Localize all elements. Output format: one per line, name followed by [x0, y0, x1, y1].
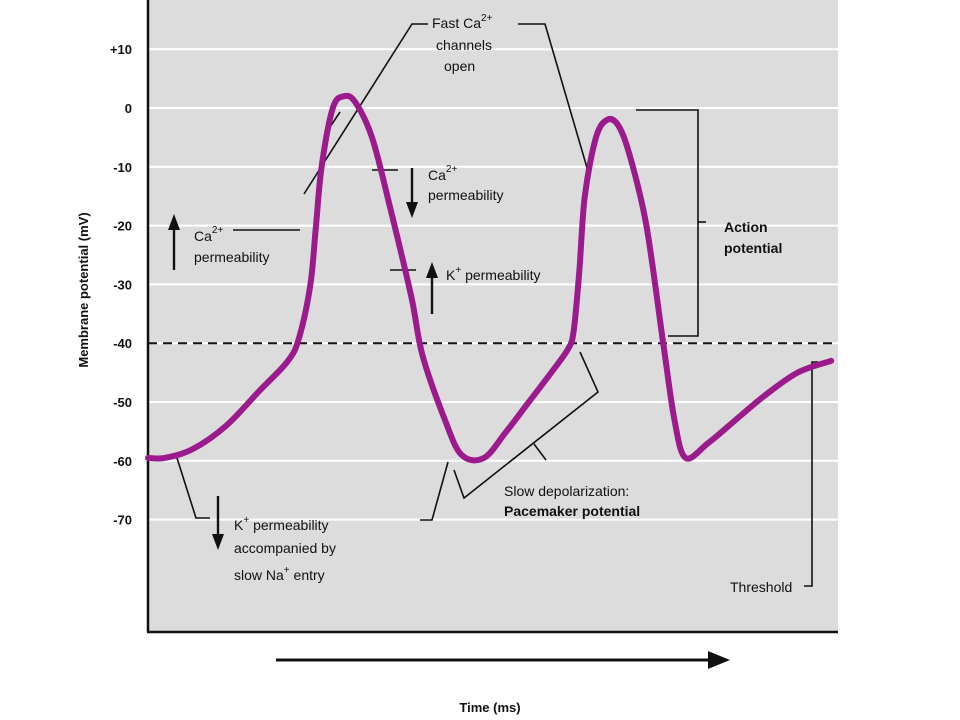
- plot-background: [148, 0, 838, 632]
- y-tick-label: +10: [110, 42, 132, 57]
- ca-down-label: Ca2+: [428, 164, 457, 183]
- y-tick-label: 0: [125, 101, 132, 116]
- k-down-label-3: slow Na+ entry: [234, 565, 325, 583]
- membrane-potential-trace: [145, 92, 835, 464]
- leader-lines: [176, 23, 818, 587]
- fast-ca-leader-left: [303, 23, 428, 195]
- action-potential-label: Action: [724, 219, 768, 235]
- ca-up-label: Ca2+: [194, 225, 223, 244]
- action-potential-bracket: [636, 109, 699, 337]
- k-down-leader: [176, 457, 210, 519]
- k-up-label: K+ permeability: [446, 265, 541, 283]
- y-tick-labels: +10 0 -10 -20 -30 -40 -50 -60 -70: [110, 42, 132, 527]
- k-down-label-2: accompanied by: [234, 540, 336, 556]
- y-tick-label: -40: [113, 336, 132, 351]
- y-tick-label: -20: [113, 219, 132, 234]
- y-tick-label: -70: [113, 513, 132, 528]
- y-tick-label: -60: [113, 454, 132, 469]
- fast-ca-leader-right: [518, 23, 591, 179]
- y-tick-label: -10: [113, 160, 132, 175]
- arrows: [168, 168, 730, 669]
- pacemaker-label: Pacemaker potential: [504, 503, 640, 519]
- fast-ca-label: Fast Ca2+: [432, 13, 493, 31]
- k-up-arrow-icon: [426, 262, 438, 278]
- x-axis-title: Time (ms): [459, 700, 520, 715]
- fast-ca-label-2: channels: [436, 37, 492, 53]
- time-arrow-icon: [708, 651, 730, 669]
- slow-depol-leader: [420, 461, 449, 521]
- slow-depol-label: Slow depolarization:: [504, 483, 629, 499]
- ca-up-label-2: permeability: [194, 249, 269, 265]
- ca-up-arrow-icon: [168, 214, 180, 230]
- action-potential-label-2: potential: [724, 240, 782, 256]
- k-down-label: K+ permeability: [234, 515, 329, 533]
- pacemaker-bracket: [453, 351, 599, 500]
- pacemaker-bracket-tick: [533, 443, 547, 461]
- y-tick-label: -50: [113, 395, 132, 410]
- fast-ca-label-3: open: [444, 58, 475, 74]
- ca-down-arrow-icon: [406, 202, 418, 218]
- threshold-label: Threshold: [730, 579, 792, 595]
- y-tick-label: -30: [113, 277, 132, 292]
- threshold-leader: [804, 361, 818, 587]
- y-axis-title: Membrane potential (mV): [76, 212, 91, 367]
- k-down-arrow-icon: [212, 534, 224, 550]
- annotations: Fast Ca2+ channels open Ca2+ permeabilit…: [194, 13, 792, 595]
- ca-down-label-2: permeability: [428, 187, 503, 203]
